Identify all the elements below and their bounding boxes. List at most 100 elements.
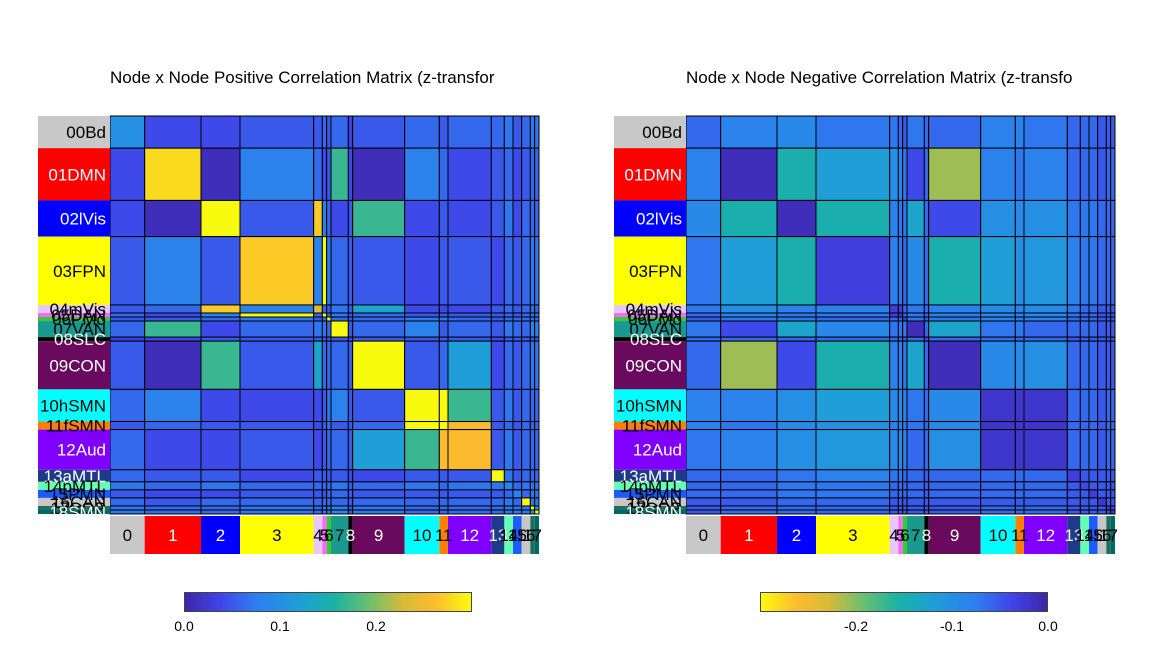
heatmap-cell [326, 489, 332, 499]
heatmap-cell [815, 505, 891, 511]
heatmap-cell [109, 336, 146, 342]
heatmap-cell [326, 147, 332, 201]
heatmap-cell [200, 115, 241, 149]
heatmap-cell [980, 505, 1016, 511]
heatmap-cell [313, 429, 323, 471]
heatmap-cell [980, 316, 1016, 322]
heatmap-cell [1066, 115, 1081, 149]
heatmap-cell [902, 429, 908, 471]
heatmap-cell [980, 489, 1016, 499]
heatmap-cell [1097, 147, 1107, 201]
heatmap-cell [534, 320, 540, 338]
column-label: 17 [1099, 526, 1118, 545]
heatmap-cell [889, 236, 899, 306]
heatmap-cell [1066, 336, 1081, 342]
heatmap-cell [200, 316, 241, 322]
heatmap-cell [720, 388, 778, 423]
heatmap-cell [200, 336, 241, 342]
heatmap-cell [404, 481, 440, 491]
heatmap-cell [815, 429, 891, 471]
heatmap-cell [521, 505, 531, 511]
heatmap-cell [352, 505, 406, 511]
heatmap-cell [109, 316, 146, 322]
heatmap-cell [906, 497, 925, 507]
heatmap-cell [447, 236, 492, 306]
heatmap-cell [321, 421, 328, 431]
column-label: 4 [889, 526, 898, 545]
heatmap-cell [1088, 489, 1099, 499]
heatmap-cell [685, 336, 722, 342]
heatmap-cell [1105, 509, 1112, 515]
heatmap-cell [404, 312, 440, 318]
heatmap-cell [239, 388, 315, 423]
heatmap-cell [512, 505, 523, 511]
heatmap-cell [1097, 304, 1107, 314]
heatmap-cell [776, 429, 817, 471]
heatmap-cell [144, 489, 202, 499]
heatmap-cell [980, 497, 1016, 507]
heatmap-cell [313, 421, 323, 431]
heatmap-cell [1110, 340, 1116, 390]
heatmap-cell [1023, 316, 1068, 322]
heatmap-cell [447, 505, 492, 511]
heatmap-cell [906, 199, 925, 238]
heatmap-cell [1088, 236, 1099, 306]
row-label-color-block [38, 389, 110, 422]
heatmap-cell [109, 481, 146, 491]
heatmap-cell [321, 497, 328, 507]
heatmap-cell [347, 481, 354, 491]
heatmap-cell [902, 505, 908, 511]
heatmap-cell [928, 320, 982, 338]
heatmap-cell [200, 304, 241, 314]
heatmap-cell [490, 489, 505, 499]
heatmap-cell [1088, 421, 1099, 431]
heatmap-cell [321, 388, 328, 423]
heatmap-cell [923, 304, 930, 314]
heatmap-cell [923, 429, 930, 471]
heatmap-cell [534, 489, 540, 499]
heatmap-cell [1014, 320, 1025, 338]
column-label: 0 [699, 526, 708, 545]
heatmap-cell [1097, 340, 1107, 390]
heatmap-cell [1097, 115, 1107, 149]
heatmap-cell [980, 115, 1016, 149]
heatmap-cell [347, 421, 354, 431]
heatmap-cell [529, 147, 536, 201]
heatmap-cell [720, 489, 778, 499]
heatmap-cell [1105, 497, 1112, 507]
heatmap-cell [1110, 304, 1116, 314]
heatmap-cell [144, 340, 202, 390]
heatmap-cell [928, 336, 982, 342]
heatmap-cell [347, 199, 354, 238]
heatmap-cell [1066, 388, 1081, 423]
heatmap-cell [1079, 304, 1090, 314]
heatmap-cell [144, 481, 202, 491]
row-label: 18SMN [49, 503, 106, 522]
heatmap-cell [1066, 316, 1081, 322]
heatmap-cell [490, 316, 505, 322]
column-label: 5 [896, 526, 905, 545]
heatmap-cell [200, 509, 241, 515]
heatmap-cell [1014, 429, 1025, 471]
heatmap-cell [313, 505, 323, 511]
heatmap-cell [521, 147, 531, 201]
heatmap-cell [404, 429, 440, 471]
heatmap-cell [512, 497, 523, 507]
heatmap-cell [897, 388, 904, 423]
heatmap-cell [503, 509, 514, 515]
heatmap-cell [512, 320, 523, 338]
heatmap-cell [1014, 147, 1025, 201]
row-label-color-block [614, 116, 686, 149]
heatmap-cell [1097, 336, 1107, 342]
column-label: 10 [413, 526, 432, 545]
row-label: 13aMTL [44, 467, 106, 486]
row-label: 16CAN [627, 493, 682, 512]
heatmap-cell [144, 469, 202, 483]
heatmap-cell [889, 340, 899, 390]
heatmap-cell [438, 505, 449, 511]
heatmap-cell [923, 199, 930, 238]
heatmap-cell [923, 469, 930, 483]
heatmap-cell [330, 316, 349, 322]
heatmap-cell [1110, 429, 1116, 471]
row-label-color-block [38, 304, 110, 313]
